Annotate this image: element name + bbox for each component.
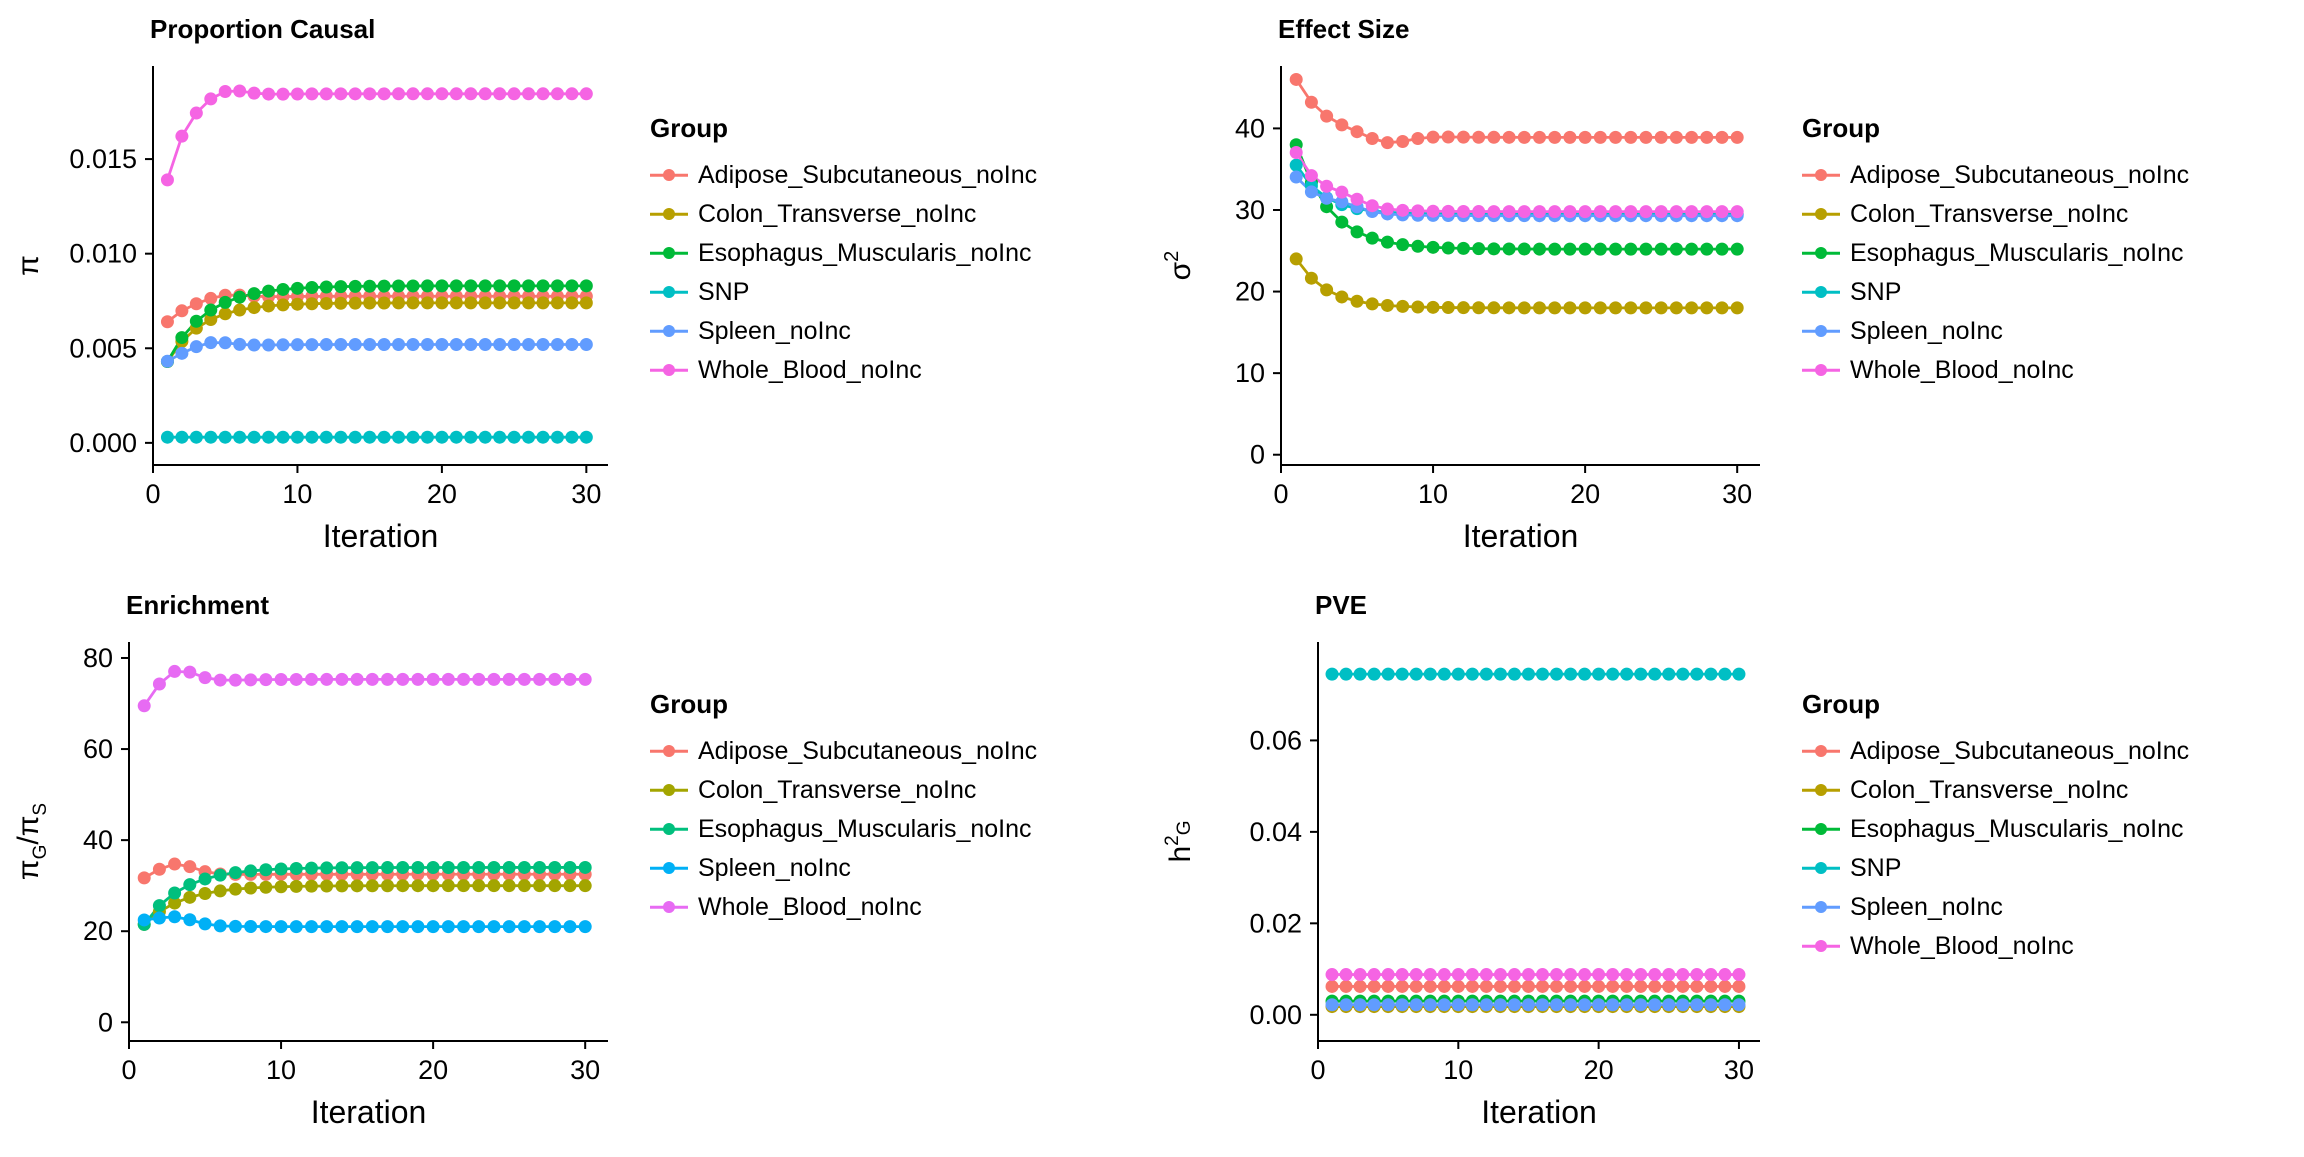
- svg-text:0.005: 0.005: [69, 333, 137, 363]
- svg-text:0: 0: [121, 1055, 136, 1085]
- svg-text:20: 20: [1570, 479, 1600, 509]
- svg-text:0: 0: [1273, 479, 1288, 509]
- svg-text:30: 30: [1724, 1055, 1754, 1085]
- svg-text:30: 30: [1722, 479, 1752, 509]
- svg-text:80: 80: [83, 643, 113, 673]
- svg-text:σ2: σ2: [1161, 251, 1197, 281]
- svg-text:0.06: 0.06: [1249, 725, 1302, 755]
- svg-text:0.04: 0.04: [1249, 817, 1302, 847]
- svg-text:Iteration: Iteration: [323, 518, 439, 554]
- svg-text:π: π: [12, 255, 45, 276]
- svg-text:0: 0: [98, 1007, 113, 1037]
- svg-text:0: 0: [1310, 1055, 1325, 1085]
- svg-text:10: 10: [282, 479, 312, 509]
- svg-text:Iteration: Iteration: [1463, 518, 1579, 554]
- svg-text:Iteration: Iteration: [311, 1094, 427, 1130]
- svg-text:Iteration: Iteration: [1481, 1094, 1597, 1130]
- svg-text:h2G: h2G: [1162, 820, 1197, 862]
- svg-text:10: 10: [266, 1055, 296, 1085]
- svg-text:0.010: 0.010: [69, 239, 137, 269]
- svg-text:0.00: 0.00: [1249, 1000, 1302, 1030]
- svg-text:20: 20: [1584, 1055, 1614, 1085]
- svg-text:30: 30: [1235, 195, 1265, 225]
- svg-text:20: 20: [1235, 277, 1265, 307]
- svg-text:40: 40: [1235, 113, 1265, 143]
- svg-text:30: 30: [570, 1055, 600, 1085]
- svg-text:60: 60: [83, 734, 113, 764]
- svg-text:0.02: 0.02: [1249, 908, 1302, 938]
- svg-text:20: 20: [427, 479, 457, 509]
- svg-text:10: 10: [1418, 479, 1448, 509]
- svg-text:40: 40: [83, 825, 113, 855]
- svg-text:0.015: 0.015: [69, 144, 137, 174]
- svg-text:20: 20: [418, 1055, 448, 1085]
- svg-text:0: 0: [145, 479, 160, 509]
- svg-text:30: 30: [571, 479, 601, 509]
- svg-text:0: 0: [1250, 440, 1265, 470]
- svg-text:πG/πS: πG/πS: [12, 803, 51, 880]
- svg-text:10: 10: [1443, 1055, 1473, 1085]
- svg-text:0.000: 0.000: [69, 428, 137, 458]
- svg-text:10: 10: [1235, 358, 1265, 388]
- svg-text:20: 20: [83, 916, 113, 946]
